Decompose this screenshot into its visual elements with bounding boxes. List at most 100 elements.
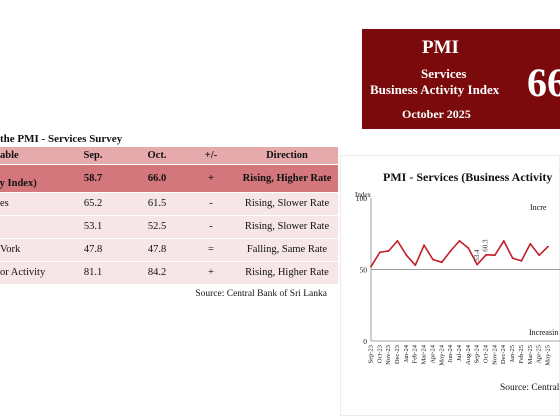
x-tick-label: Jun-24	[447, 344, 454, 362]
row-sep-value: 65.2	[58, 192, 128, 216]
x-tick-label: May-24	[438, 344, 445, 365]
row-direction: Rising, Higher Rate	[236, 261, 338, 285]
x-tick-label: Feb-25	[518, 345, 525, 363]
row-label: or Activity	[0, 261, 58, 285]
row-sep-value: 81.1	[58, 261, 128, 285]
row-label-line1: s	[0, 167, 58, 178]
y-tick-label: 0	[363, 337, 367, 346]
row-change: =	[186, 238, 236, 262]
header-sep: Sep.	[58, 147, 128, 165]
x-tick-label: Mar-24	[421, 344, 428, 364]
x-tick-label: Sep-23	[367, 345, 374, 363]
table-title: the PMI - Services Survey	[0, 133, 123, 145]
x-tick-label: Feb-24	[412, 344, 419, 363]
row-oct-value: 61.5	[128, 192, 186, 216]
x-tick-label: Oct-24	[483, 344, 490, 363]
banner-index-label: Business Activity Index	[370, 82, 500, 97]
data-point	[538, 254, 541, 257]
data-point	[405, 254, 408, 257]
x-tick-label: Apr-25	[536, 345, 543, 364]
banner-value: 66	[527, 60, 560, 105]
data-point	[378, 251, 381, 254]
data-point	[423, 244, 425, 247]
data-point	[440, 261, 443, 264]
row-label-line2: vity Index)	[0, 178, 37, 189]
data-point	[494, 254, 496, 257]
annotation-increasing-top: Incre	[530, 203, 547, 212]
x-tick-label: Sep-24	[474, 344, 481, 363]
annotation-increasing-bottom: Increasin	[529, 328, 558, 337]
x-tick-label: Dec-23	[394, 345, 401, 364]
header-direction: Direction	[236, 147, 338, 165]
table-row: 53.1 52.5 - Rising, Slower Rate	[0, 215, 338, 239]
data-point	[396, 240, 399, 242]
table-source-note: Source: Central Bank of Sri Lanka	[195, 289, 327, 299]
data-point	[511, 257, 514, 259]
row-change: +	[186, 261, 236, 285]
row-change: -	[186, 215, 236, 239]
data-label: 60.3	[482, 239, 490, 252]
data-point	[485, 253, 487, 256]
table-header-row: able Sep. Oct. +/- Direction	[0, 147, 338, 165]
header-change: +/-	[186, 147, 236, 165]
row-label: Vork	[0, 238, 58, 262]
row-label	[0, 215, 58, 239]
data-point	[547, 245, 549, 248]
pmi-banner: PMI Services Business Activity Index Oct…	[362, 29, 560, 129]
data-label: 53.4	[473, 249, 481, 262]
data-point	[458, 240, 461, 242]
data-point	[520, 260, 523, 262]
chart-title: PMI - Services (Business Activity	[383, 170, 553, 184]
data-point	[387, 250, 390, 252]
x-tick-label: Oct-23	[376, 345, 383, 363]
table-row: or Activity 81.1 84.2 + Rising, Higher R…	[0, 261, 338, 285]
x-tick-label: Jan-25	[509, 345, 516, 362]
row-change: -	[186, 192, 236, 216]
x-tick-label: Nov-23	[385, 345, 392, 365]
row-change: +	[186, 164, 236, 193]
data-point	[529, 242, 532, 245]
row-oct-value: 84.2	[128, 261, 186, 285]
pmi-services-chart: 0 50 100 Sep-23 Oct-23 Nov-23 Dec-23 Jan-24 Feb-…	[340, 155, 560, 416]
row-direction: Rising, Slower Rate	[236, 192, 338, 216]
data-point	[414, 264, 417, 267]
y-tick-label: 100	[356, 194, 368, 203]
data-point	[476, 263, 479, 266]
row-label: es	[0, 192, 58, 216]
x-tick-label: Mar-25	[527, 345, 534, 364]
banner-services-label: Services	[421, 66, 467, 81]
row-oct-value: 52.5	[128, 215, 186, 239]
banner-month: October 2025	[402, 107, 471, 121]
x-tick-label: Dec-24	[500, 344, 507, 364]
data-point	[502, 240, 505, 242]
x-tick-label: May-25	[544, 345, 551, 366]
x-tick-label: Apr-24	[429, 344, 436, 363]
row-oct-value: 47.8	[128, 238, 186, 262]
chart-source-note: Source: Central	[500, 383, 560, 393]
data-point	[432, 258, 434, 261]
y-tick-label: 50	[360, 266, 368, 275]
row-direction: Falling, Same Rate	[236, 238, 338, 262]
row-sep-value: 47.8	[58, 238, 128, 262]
pmi-services-table: able Sep. Oct. +/- Direction s vity Inde…	[0, 147, 338, 285]
chart-y-axis-label: Index	[355, 191, 371, 199]
x-tick-label: Aug-24	[465, 344, 472, 365]
row-sep-value: 58.7	[58, 164, 128, 193]
table-row: Vork 47.8 47.8 = Falling, Same Rate	[0, 238, 338, 262]
chart-frame	[340, 155, 560, 416]
table-row: s vity Index) 58.7 66.0 + Rising, Higher…	[0, 164, 338, 193]
x-tick-label: Jul-24	[456, 344, 463, 361]
x-tick-label: Nov-24	[491, 344, 498, 365]
row-direction: Rising, Slower Rate	[236, 215, 338, 239]
row-sep-value: 53.1	[58, 215, 128, 239]
data-point	[467, 247, 470, 249]
row-oct-value: 66.0	[128, 164, 186, 193]
banner-title: PMI	[422, 37, 459, 58]
header-variable: able	[0, 147, 58, 165]
row-label: s vity Index)	[0, 164, 58, 193]
data-point	[370, 265, 372, 268]
series-line	[370, 240, 549, 268]
table-row: es 65.2 61.5 - Rising, Slower Rate	[0, 192, 338, 216]
